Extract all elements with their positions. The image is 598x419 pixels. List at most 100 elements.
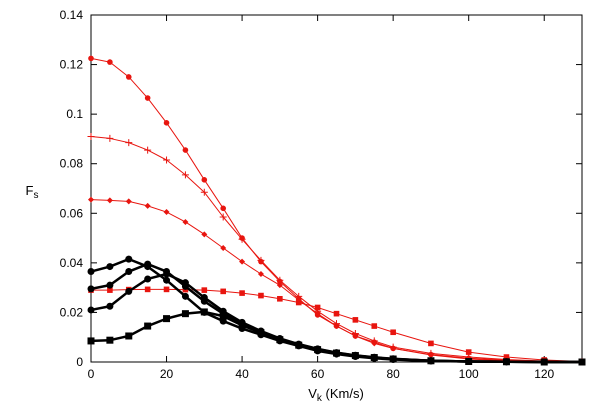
data-point <box>257 329 265 337</box>
data-point <box>503 354 510 360</box>
data-point <box>239 258 246 265</box>
data-point <box>257 256 265 264</box>
data-point <box>390 329 396 336</box>
data-point <box>220 288 226 295</box>
y-tick-label: 0.02 <box>60 305 84 319</box>
data-point <box>163 120 170 126</box>
y-axis: 0 0.02 0.04 0.06 0.08 0.1 0.12 0.14 <box>60 8 582 369</box>
data-point <box>125 287 133 295</box>
x-tick-label: 100 <box>459 367 479 381</box>
x-axis-label-subscript: k <box>317 393 323 404</box>
plot-frame <box>90 14 583 363</box>
data-point <box>276 282 283 289</box>
data-point <box>163 286 170 293</box>
data-point <box>257 271 264 278</box>
series-line <box>90 199 583 363</box>
data-point <box>220 205 226 212</box>
data-point <box>144 202 151 209</box>
series-2 <box>87 132 586 366</box>
series-8 <box>87 308 586 366</box>
data-point <box>333 310 340 317</box>
data-point <box>200 308 208 316</box>
y-tick-label: 0 <box>76 355 83 369</box>
series-line <box>90 57 583 363</box>
data-point <box>107 59 113 65</box>
data-point <box>239 290 245 296</box>
y-tick-label: 0.04 <box>60 256 84 270</box>
y-axis-label-subscript: s <box>33 190 38 201</box>
data-point <box>107 287 113 293</box>
data-point <box>106 302 114 310</box>
series-1 <box>88 55 585 365</box>
data-point <box>144 260 152 268</box>
data-point <box>182 147 189 153</box>
x-tick-label: 0 <box>88 367 95 381</box>
data-point <box>258 292 264 299</box>
data-point <box>181 292 189 300</box>
data-point <box>144 322 152 330</box>
data-point <box>371 340 378 347</box>
data-point <box>295 299 302 306</box>
data-point <box>87 268 95 276</box>
data-point <box>125 332 133 340</box>
data-point <box>352 332 359 339</box>
data-point <box>163 276 171 284</box>
data-point <box>144 286 151 293</box>
data-point <box>181 310 189 318</box>
data-point <box>87 337 95 345</box>
y-axis-label: Fs <box>26 183 39 201</box>
y-tick-label: 0.06 <box>60 206 84 220</box>
data-point <box>87 132 95 140</box>
y-tick-label: 0.08 <box>60 157 84 171</box>
data-point <box>200 294 208 302</box>
data-point <box>427 357 435 365</box>
data-point <box>219 312 227 320</box>
x-tick-label: 20 <box>160 367 174 381</box>
data-point <box>106 281 114 289</box>
data-point <box>88 55 94 62</box>
data-point <box>200 188 208 196</box>
data-point <box>465 349 472 355</box>
data-point <box>295 341 303 349</box>
data-point <box>106 134 114 142</box>
x-tick-label: 80 <box>386 367 400 381</box>
data-point <box>502 358 510 366</box>
data-point <box>181 171 189 179</box>
data-point <box>87 285 95 293</box>
data-point <box>106 263 114 271</box>
data-point <box>428 340 434 347</box>
x-tick-label: 40 <box>235 367 249 381</box>
data-point <box>144 95 151 101</box>
x-tick-label: 120 <box>534 367 554 381</box>
x-axis-label-unit: (Km/s) <box>322 386 364 401</box>
data-point <box>144 275 152 283</box>
series-3 <box>88 196 585 365</box>
series-line <box>91 288 583 362</box>
x-tick-label: 60 <box>311 367 325 381</box>
data-point <box>182 218 189 225</box>
x-axis-label: Vk (Km/s) <box>308 386 364 404</box>
data-point <box>163 315 171 323</box>
series-layer <box>87 55 586 366</box>
data-point <box>277 295 283 302</box>
data-point <box>106 197 113 204</box>
data-point <box>390 345 397 352</box>
data-point <box>540 358 548 366</box>
data-point <box>125 255 133 263</box>
data-point <box>88 196 94 203</box>
plot-border <box>90 14 583 363</box>
data-point <box>219 213 227 221</box>
data-point <box>389 355 397 363</box>
data-point <box>220 244 227 251</box>
x-axis: 0 20 40 60 80 100 120 <box>88 15 555 381</box>
data-point <box>144 146 152 154</box>
data-point <box>125 268 133 276</box>
data-point <box>314 346 322 354</box>
data-point <box>201 177 208 183</box>
series-5 <box>87 255 586 366</box>
data-point <box>125 198 132 205</box>
series-line <box>90 310 582 364</box>
data-point <box>351 352 359 360</box>
y-tick-label: 0.12 <box>60 58 84 72</box>
data-point <box>163 270 171 278</box>
